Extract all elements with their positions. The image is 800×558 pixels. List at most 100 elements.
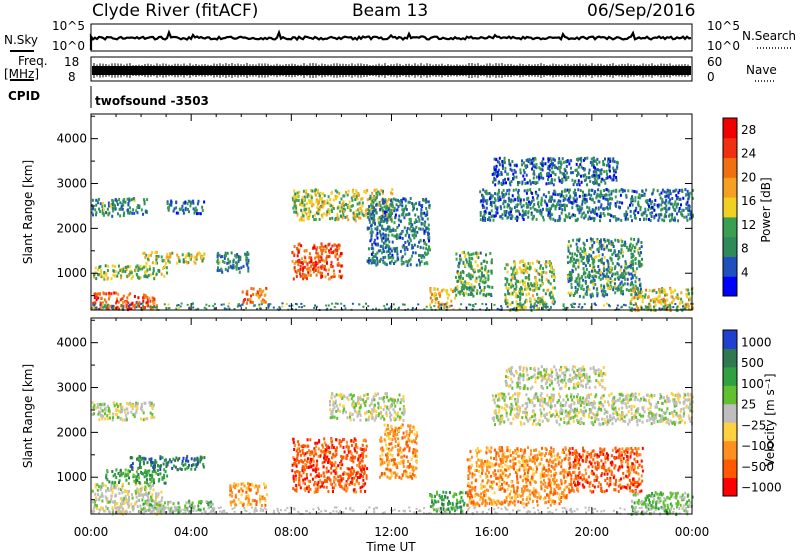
velocity-cell [144, 485, 146, 488]
power-cell [589, 288, 591, 291]
power-cell [679, 207, 681, 210]
power-cell [617, 273, 619, 276]
power-cell [295, 270, 297, 273]
power-cell [640, 206, 642, 209]
velocity-cell [128, 504, 130, 507]
beam-title: Beam 13 [352, 1, 428, 21]
power-cell [507, 173, 509, 176]
power-cell [326, 262, 328, 265]
power-cell [586, 268, 588, 271]
power-cell [577, 259, 579, 262]
power-cell [102, 202, 104, 205]
power-cell [396, 199, 398, 202]
velocity-cell [154, 466, 156, 469]
power-cell [383, 305, 385, 307]
power-cell [102, 307, 104, 309]
power-cell [625, 262, 627, 265]
power-cell [635, 271, 637, 274]
power-cell [622, 255, 624, 258]
power-cell [536, 176, 538, 179]
power-cell [627, 207, 629, 210]
power-cell [506, 281, 508, 284]
power-cell [421, 256, 423, 259]
power-cell [523, 218, 525, 221]
power-cell [301, 261, 303, 264]
power-cell [606, 259, 608, 262]
power-cell [119, 214, 121, 217]
power-cell [545, 265, 547, 268]
power-cell [516, 164, 518, 167]
power-cell [686, 216, 688, 219]
power-cell [150, 273, 152, 276]
velocity-cell [115, 494, 117, 497]
velocity-cell [161, 496, 163, 499]
power-cell [409, 220, 411, 223]
power-cell [221, 271, 223, 274]
power-cell [325, 305, 327, 307]
power-cell [534, 181, 536, 184]
power-cell [199, 253, 201, 256]
power-cell [353, 212, 355, 215]
power-cell [523, 264, 525, 267]
power-cell [306, 268, 308, 271]
velocity-cell [196, 458, 198, 461]
power-cell [335, 189, 337, 192]
power-cell [620, 282, 622, 285]
power-cell [425, 198, 427, 201]
power-cell [685, 202, 687, 205]
velocity-cell [146, 493, 148, 496]
power-cell [224, 257, 226, 260]
power-cell [317, 210, 319, 213]
power-cell [223, 303, 225, 305]
power-cell [515, 292, 517, 295]
power-cell [398, 218, 400, 221]
power-cell [214, 303, 216, 305]
power-cell [123, 295, 125, 298]
power-cell [449, 305, 451, 308]
power-cell [606, 170, 608, 173]
power-cell [580, 175, 582, 178]
power-cell [301, 201, 303, 204]
power-cell [608, 305, 610, 307]
power-cell [503, 189, 505, 192]
power-cell [250, 301, 252, 304]
power-cell [302, 196, 304, 199]
power-cell [391, 188, 393, 191]
power-cell [367, 198, 369, 201]
power-cell [547, 172, 549, 175]
velocity-cell [98, 498, 100, 501]
power-cell [514, 164, 516, 167]
power-cell [340, 198, 342, 201]
power-cell [188, 254, 190, 257]
power-cell [359, 217, 361, 220]
power-cell [564, 219, 566, 222]
power-cell [408, 201, 410, 204]
power-cell [666, 293, 668, 296]
power-cell [241, 304, 243, 306]
power-cell [240, 266, 242, 269]
power-cell [301, 216, 303, 219]
power-cell [619, 201, 621, 204]
power-cell [586, 288, 588, 291]
power-cell [636, 267, 638, 270]
power-cell [573, 306, 575, 308]
velocity-cell [95, 496, 97, 499]
power-cell [593, 157, 595, 160]
power-cell [596, 213, 598, 216]
power-cell [512, 194, 514, 197]
power-cell [515, 210, 517, 213]
power-cell [201, 206, 203, 209]
power-cell [503, 205, 505, 208]
velocity-cell [153, 488, 155, 491]
velocity-cell [144, 481, 146, 484]
power-cell [120, 276, 122, 279]
power-cell [394, 221, 396, 224]
power-cell [550, 174, 552, 177]
power-cell [392, 229, 394, 232]
power-cell [560, 207, 562, 210]
power-cell [610, 266, 612, 269]
power-cell [388, 245, 390, 248]
power-cell [569, 252, 571, 255]
power-cell [505, 200, 507, 203]
power-cell [464, 280, 466, 283]
